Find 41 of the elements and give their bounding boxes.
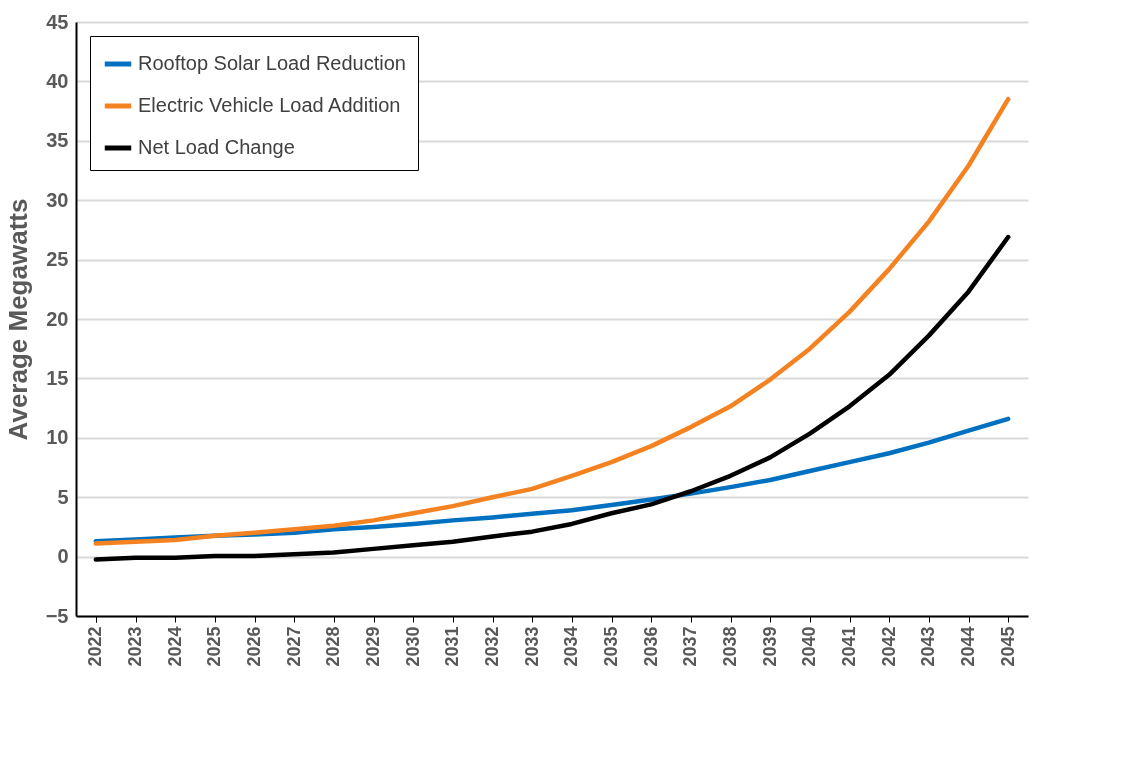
y-tick-label: 20 xyxy=(46,307,69,330)
x-tick-label: 2035 xyxy=(601,626,621,667)
x-tick-label: 2030 xyxy=(402,626,423,667)
x-tick-label: 2027 xyxy=(283,626,304,667)
line-series xyxy=(93,234,1011,562)
y-tick-label: 40 xyxy=(46,69,69,92)
x-tick-label: 2022 xyxy=(85,626,106,667)
y-tick-label: −5 xyxy=(45,604,69,627)
x-tick-label: 2041 xyxy=(839,626,859,667)
y-tick-label: 30 xyxy=(46,188,69,211)
x-tick-label: 2034 xyxy=(561,626,582,667)
x-tick-label: 2028 xyxy=(323,626,344,667)
x-tick-label: 2033 xyxy=(521,626,542,667)
x-tick-label: 2025 xyxy=(204,626,225,667)
x-tick-label: 2031 xyxy=(442,626,463,667)
x-tick-label: 2039 xyxy=(759,626,780,667)
y-tick-label: 10 xyxy=(46,426,69,449)
x-tick-label: 2026 xyxy=(244,626,264,667)
line-series xyxy=(93,96,1011,546)
legend-label: Rooftop Solar Load Reduction xyxy=(138,52,406,74)
x-tick-label: 2045 xyxy=(997,626,1018,667)
y-tick-label: 0 xyxy=(57,545,69,568)
x-tick-label: 2044 xyxy=(958,626,978,667)
x-tick-label: 2032 xyxy=(482,626,502,667)
y-tick-label: 5 xyxy=(57,485,69,508)
y-tick-label: 45 xyxy=(46,10,69,33)
x-tick-label: 2023 xyxy=(125,626,145,667)
x-tick-label: 2038 xyxy=(720,626,740,667)
x-tick-label: 2036 xyxy=(640,626,661,667)
y-tick-label: 35 xyxy=(46,129,69,152)
x-tick-label: 2042 xyxy=(878,626,899,667)
legend-label: Net Load Change xyxy=(138,136,295,158)
legend-label: Electric Vehicle Load Addition xyxy=(138,94,401,116)
y-tick-label: 25 xyxy=(46,248,69,271)
y-tick-label: 15 xyxy=(46,366,69,389)
x-tick-label: 2024 xyxy=(164,626,185,667)
x-tick-label: 2029 xyxy=(363,626,383,667)
y-axis-title: Average Megawatts xyxy=(2,198,33,441)
x-tick-label: 2043 xyxy=(918,626,939,667)
x-tick-label: 2037 xyxy=(680,626,701,667)
x-tick-label: 2040 xyxy=(799,626,820,667)
